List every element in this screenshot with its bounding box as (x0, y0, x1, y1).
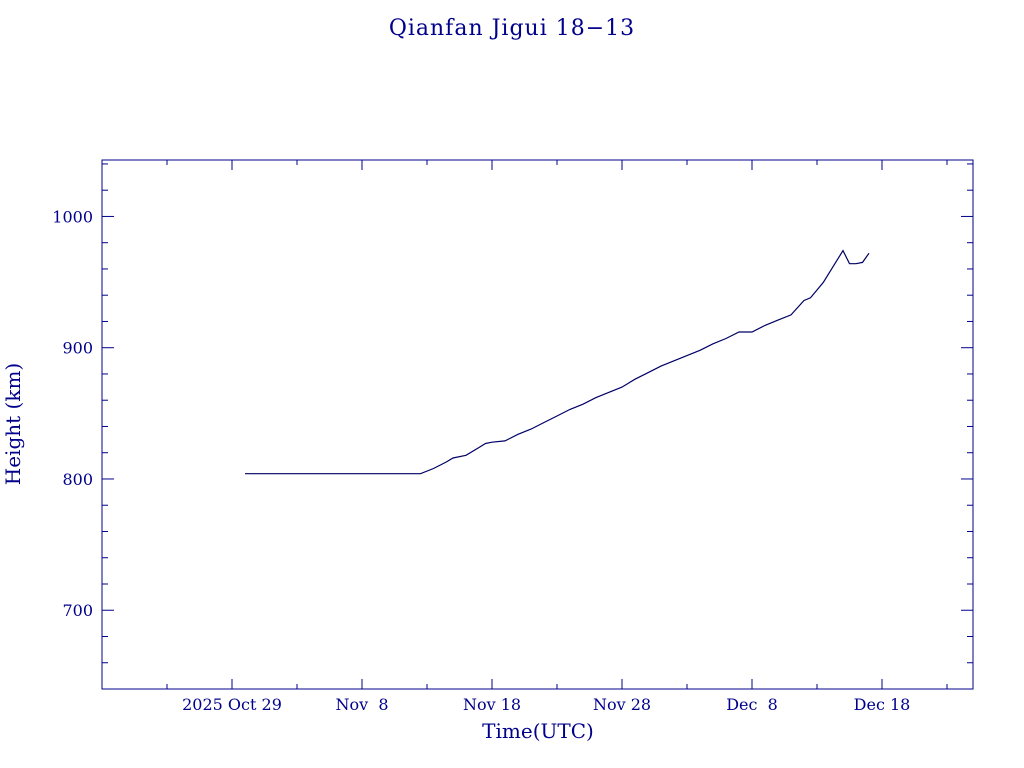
x-axis-label: Time(UTC) (482, 719, 594, 743)
series-line (245, 249, 870, 475)
x-tick-label: Nov 28 (593, 695, 651, 714)
x-tick-label: 2025 Oct 29 (182, 695, 282, 714)
chart-title: Qianfan Jigui 18−13 (388, 16, 636, 41)
x-tick-label: Nov 8 (335, 695, 388, 714)
y-tick-labels: 700 800 900 1000 (52, 207, 93, 620)
x-tick-labels: 2025 Oct 29 Nov 8 Nov 18 Nov 28 Dec 8 Dec 18 (182, 695, 910, 714)
x-tick-label: Dec 8 (726, 695, 778, 714)
y-tick-label: 1000 (52, 207, 93, 226)
y-tick-label: 900 (62, 339, 93, 358)
x-tick-label: Dec 18 (854, 695, 911, 714)
y-tick-label: 800 (62, 470, 93, 489)
x-tick-label: Nov 18 (463, 695, 521, 714)
plot-frame (101, 159, 974, 690)
axis-ticks (101, 160, 973, 689)
y-tick-label: 700 (62, 601, 93, 620)
y-axis-label: Height (km) (1, 363, 25, 485)
